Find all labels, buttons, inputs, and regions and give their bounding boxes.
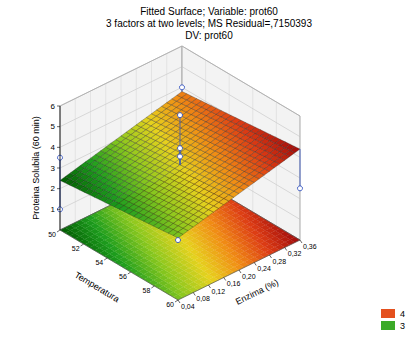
svg-text:1: 1 (51, 205, 56, 214)
svg-text:0,32: 0,32 (288, 250, 302, 257)
svg-text:0,28: 0,28 (273, 258, 287, 265)
svg-text:0,04: 0,04 (181, 303, 195, 310)
svg-text:5: 5 (51, 122, 56, 131)
svg-text:0,36: 0,36 (303, 243, 317, 250)
svg-text:54: 54 (95, 259, 103, 266)
svg-text:58: 58 (143, 287, 151, 294)
svg-text:52: 52 (72, 245, 80, 252)
svg-text:0,20: 0,20 (242, 273, 256, 280)
svg-text:3: 3 (400, 321, 405, 331)
svg-text:Temperatura: Temperatura (73, 270, 121, 304)
svg-text:Fitted Surface; Variable: prot: Fitted Surface; Variable: prot60 (140, 6, 278, 17)
svg-text:DV: prot60: DV: prot60 (185, 30, 233, 41)
svg-text:50: 50 (48, 231, 56, 238)
svg-text:3: 3 (51, 164, 56, 173)
svg-text:Proteina Solubila (60 min): Proteina Solubila (60 min) (31, 116, 41, 220)
svg-text:0,24: 0,24 (257, 265, 271, 272)
svg-text:6: 6 (51, 102, 56, 111)
svg-text:60: 60 (166, 301, 174, 308)
svg-text:0,16: 0,16 (227, 280, 241, 287)
svg-text:4: 4 (400, 309, 405, 319)
svg-text:Enzima (%): Enzima (%) (234, 277, 280, 306)
svg-text:56: 56 (119, 273, 127, 280)
svg-text:0,08: 0,08 (196, 295, 210, 302)
svg-text:4: 4 (51, 143, 56, 152)
svg-text:0,12: 0,12 (212, 288, 226, 295)
svg-text:3 factors at two levels; MS Re: 3 factors at two levels; MS Residual=,71… (106, 18, 312, 29)
svg-text:2: 2 (51, 184, 56, 193)
